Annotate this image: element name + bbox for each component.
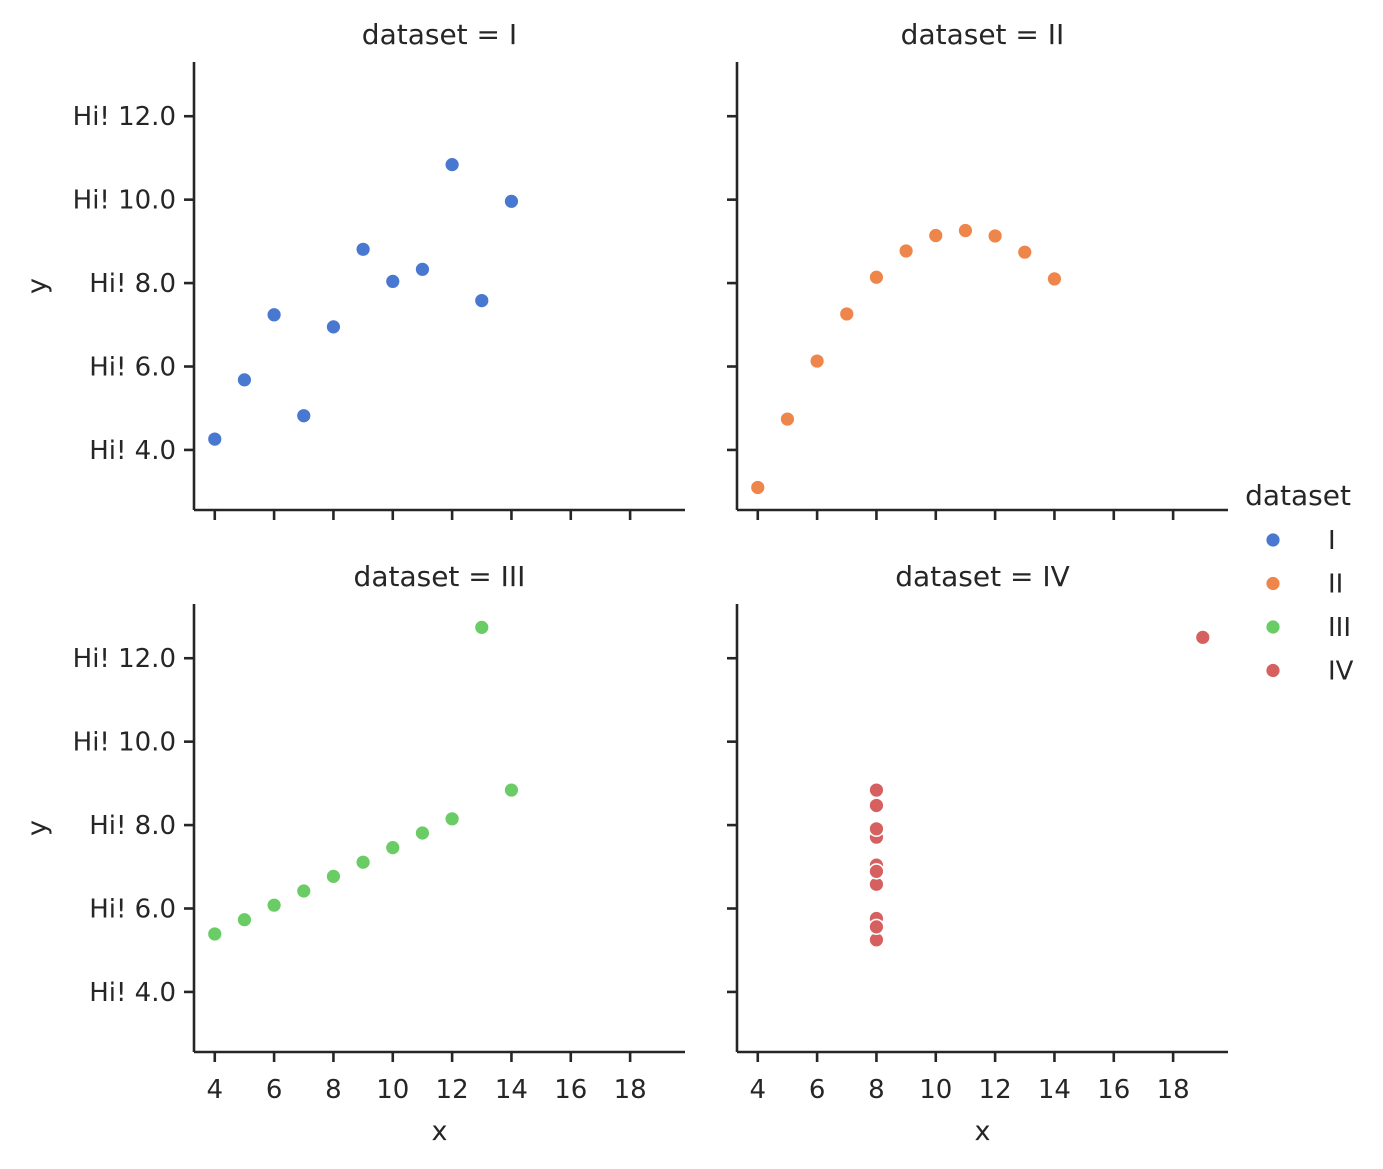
facet-panel-III: dataset = III Hi! 4.0 Hi! 6.0 Hi! 8.0 Hi! 10…	[22, 560, 685, 1147]
x-tick-label: 8	[868, 1075, 885, 1105]
legend-label: II	[1328, 570, 1343, 600]
data-point-I	[384, 273, 401, 290]
data-point-III	[295, 882, 312, 900]
y-tick-label: Hi! 10.0	[73, 186, 176, 216]
facet-title: dataset = II	[901, 18, 1065, 51]
facet-title: dataset = III	[354, 560, 526, 593]
data-point-I	[206, 430, 223, 448]
legend-label: IV	[1328, 657, 1354, 687]
data-point-III	[443, 810, 461, 828]
x-tick-label: 4	[206, 1075, 223, 1105]
data-point-IV	[868, 797, 885, 814]
y-tick-label: Hi! 4.0	[89, 978, 176, 1008]
data-point-II	[749, 479, 766, 496]
data-point-II	[808, 352, 826, 370]
x-tick-label: 10	[376, 1075, 409, 1105]
data-point-I	[295, 407, 312, 424]
data-point-I	[443, 156, 461, 173]
legend-label: I	[1328, 526, 1336, 556]
x-tick-label: 18	[1157, 1075, 1190, 1105]
x-tick-label: 4	[749, 1075, 766, 1105]
x-tick-label: 8	[325, 1075, 342, 1105]
data-point-I	[236, 371, 253, 389]
legend-marker	[1264, 575, 1282, 592]
facet-panel-II: dataset = II	[727, 18, 1228, 520]
data-point-II	[927, 227, 944, 244]
data-point-II	[1046, 270, 1063, 288]
data-point-IV	[868, 918, 885, 936]
data-point-III	[236, 911, 253, 928]
data-point-I	[503, 193, 520, 210]
x-tick-label: 16	[1097, 1075, 1130, 1105]
data-point-II	[986, 227, 1004, 245]
x-tick-label: 6	[809, 1075, 826, 1105]
legend-entry-IV: IV	[1264, 657, 1354, 687]
data-point-III	[325, 868, 342, 885]
data-point-I	[265, 306, 283, 323]
data-point-II	[868, 269, 885, 286]
data-point-I	[325, 318, 342, 336]
data-point-I	[414, 261, 431, 278]
data-point-II	[897, 242, 915, 260]
x-tick-label: 6	[266, 1075, 283, 1105]
x-tick-label: 18	[614, 1075, 647, 1105]
legend-entry-II: II	[1264, 570, 1343, 600]
data-point-III	[384, 839, 401, 856]
y-axis-label: y	[22, 278, 53, 294]
legend-marker	[1264, 618, 1282, 636]
y-tick-label: Hi! 4.0	[89, 436, 176, 466]
y-tick-label: Hi! 10.0	[73, 728, 176, 758]
x-tick-label: 12	[436, 1075, 469, 1105]
data-point-II	[1016, 244, 1033, 261]
facet-title: dataset = I	[362, 18, 517, 51]
data-point-I	[473, 292, 490, 309]
x-tick-label: 16	[554, 1075, 587, 1105]
data-point-IV	[868, 863, 885, 880]
facet-title: dataset = IV	[895, 560, 1070, 593]
x-axis-label: x	[975, 1116, 991, 1147]
y-tick-label: Hi! 12.0	[73, 102, 176, 132]
y-tick-label: Hi! 6.0	[89, 895, 176, 925]
facet-panel-IV: dataset = IV 4 6 8 10 12 14 16 18 x	[727, 560, 1228, 1147]
facet-panel-I: dataset = I Hi! 4.0 Hi! 6.0 Hi! 8.0 Hi! 10.0…	[22, 18, 685, 520]
x-tick-label: 12	[979, 1075, 1012, 1105]
data-point-III	[354, 854, 372, 871]
y-tick-label: Hi! 12.0	[73, 644, 176, 674]
legend-entry-III: III	[1264, 613, 1351, 643]
y-tick-label: Hi! 8.0	[89, 811, 176, 841]
x-tick-label: 10	[919, 1075, 952, 1105]
data-point-IV	[868, 781, 885, 799]
y-axis-label: y	[22, 820, 53, 836]
data-point-III	[503, 781, 520, 799]
data-point-II	[838, 305, 855, 323]
data-point-II	[779, 410, 796, 428]
data-point-III	[206, 925, 223, 943]
data-point-II	[957, 222, 974, 239]
y-tick-label: Hi! 6.0	[89, 353, 176, 383]
data-point-IV	[868, 820, 885, 838]
data-point-III	[414, 824, 431, 842]
legend-label: III	[1328, 613, 1351, 643]
y-tick-label: Hi! 8.0	[89, 269, 176, 299]
data-point-I	[354, 241, 372, 258]
legend-entry-I: I	[1264, 526, 1336, 556]
legend-title: dataset	[1245, 479, 1351, 512]
data-point-III	[265, 896, 283, 914]
legend-marker	[1264, 662, 1282, 679]
x-axis-label: x	[432, 1116, 448, 1147]
facet-panels: dataset = I Hi! 4.0 Hi! 6.0 Hi! 8.0 Hi! 10.0…	[22, 18, 1228, 1147]
x-tick-label: 14	[495, 1075, 528, 1105]
data-point-IV	[1194, 629, 1211, 646]
data-point-III	[473, 619, 490, 636]
legend-marker	[1264, 531, 1282, 549]
x-tick-label: 14	[1038, 1075, 1071, 1105]
